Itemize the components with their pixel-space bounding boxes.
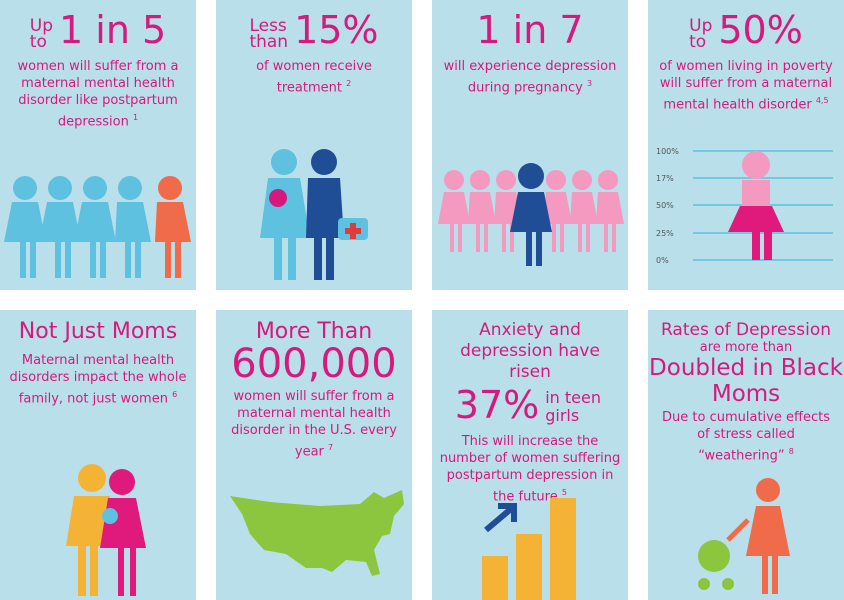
axis-label: 0%: [656, 256, 669, 265]
seven-women-icon: [438, 163, 624, 266]
stat-value: 15%: [294, 8, 379, 52]
prefix: to: [689, 32, 707, 52]
stat-description: of women living in poverty will suffer f…: [659, 59, 833, 113]
37-percent-panel: Anxiety and depression have risen 37% in …: [432, 310, 628, 600]
stat-value: 600,000: [231, 341, 397, 387]
stat-value: 37%: [454, 383, 540, 427]
stat-description: women will suffer from a maternal mental…: [231, 389, 397, 460]
stat-description: This will increase the number of women s…: [439, 434, 621, 505]
woman-fill-gauge: [693, 150, 833, 261]
axis-label: 100%: [656, 147, 679, 156]
panel-subtitle: are more than: [699, 340, 793, 355]
stat-description: Maternal mental health disorders impact …: [9, 353, 187, 407]
us-map-icon: [230, 490, 404, 576]
stat-value: Doubled in Black Moms: [649, 355, 843, 407]
rising-bar-chart-icon: [482, 498, 576, 600]
panel-title: More Than: [255, 319, 373, 344]
women-figures-icon: [4, 176, 191, 278]
axis-label: 17%: [656, 174, 674, 183]
stat-description: of women receive treatment: [256, 59, 372, 96]
doubled-in-black-moms-panel: Rates of Depression are more than Double…: [648, 310, 844, 600]
footnote-ref: 2: [346, 79, 352, 88]
family-icon: [66, 464, 146, 596]
600000-panel: More Than 600,000 women will suffer from…: [216, 310, 412, 600]
footnote-ref: 4,5: [815, 96, 829, 105]
stat-panel-50-percent: Up to 50% of women living in poverty will …: [648, 0, 844, 290]
prefix: Up: [29, 16, 54, 36]
stat-value: 1 in 5: [59, 8, 167, 52]
stat-description: will experience depression during pregna…: [443, 59, 617, 96]
panel-title: Not Just Moms: [18, 319, 178, 344]
footnote-ref: 8: [788, 447, 794, 456]
not-just-moms-panel: Not Just Moms Maternal mental health dis…: [0, 310, 196, 600]
mother-with-stroller-icon: [698, 478, 790, 594]
footnote-ref: 1: [132, 113, 139, 122]
stat-value: 50%: [718, 8, 803, 52]
panel-title: Anxiety and depression have risen: [460, 320, 600, 382]
stat-value: 1 in 7: [476, 8, 584, 52]
prefix: Less: [249, 16, 287, 36]
stat-panel-1-in-7: 1 in 7 will experience depression during…: [432, 0, 628, 290]
stat-description: women will suffer from a maternal mental…: [17, 59, 179, 130]
stat-description: Due to cumulative effects of stress call…: [662, 410, 830, 464]
panel-title: Rates of Depression: [660, 320, 832, 340]
footnote-ref: 3: [586, 79, 593, 88]
doctor-and-mother-icon: [260, 149, 368, 280]
stat-panel-1-in-5: Up to 1 in 5 women will suffer from a mate…: [0, 0, 196, 290]
axis-label: 25%: [656, 229, 674, 238]
prefix: Up: [689, 16, 713, 36]
footnote-ref: 5: [561, 488, 567, 497]
footnote-ref: 6: [172, 390, 178, 399]
footnote-ref: 7: [328, 443, 334, 452]
prefix: than: [249, 32, 289, 52]
axis-label: 50%: [656, 201, 674, 210]
stat-qualifier: in teen girls: [545, 388, 602, 425]
prefix: to: [29, 32, 47, 52]
stat-panel-15-percent: Less than 15% of women receive treatment 2: [216, 0, 412, 290]
